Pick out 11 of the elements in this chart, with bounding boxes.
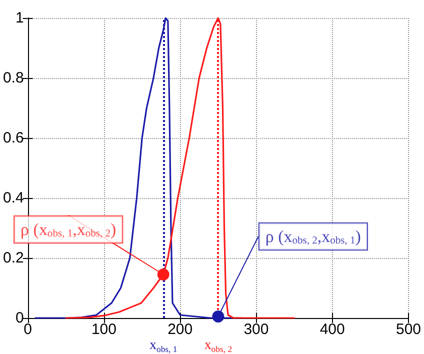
y-tick-label: 0.8 [2,70,24,86]
x-tick-label: 500 [396,321,421,338]
y-tick-label: 0 [16,310,24,326]
x-tick-label: 400 [320,321,345,338]
x-tick-label: 100 [91,321,116,338]
y-tick-label: 0.4 [2,190,24,206]
x-tick-label: 200 [168,321,193,338]
y-tick-label: 0.6 [2,130,24,146]
y-tick-label: 1 [16,10,24,26]
y-tick-label: 0.2 [2,250,24,266]
x-tick-label: 300 [244,321,269,338]
